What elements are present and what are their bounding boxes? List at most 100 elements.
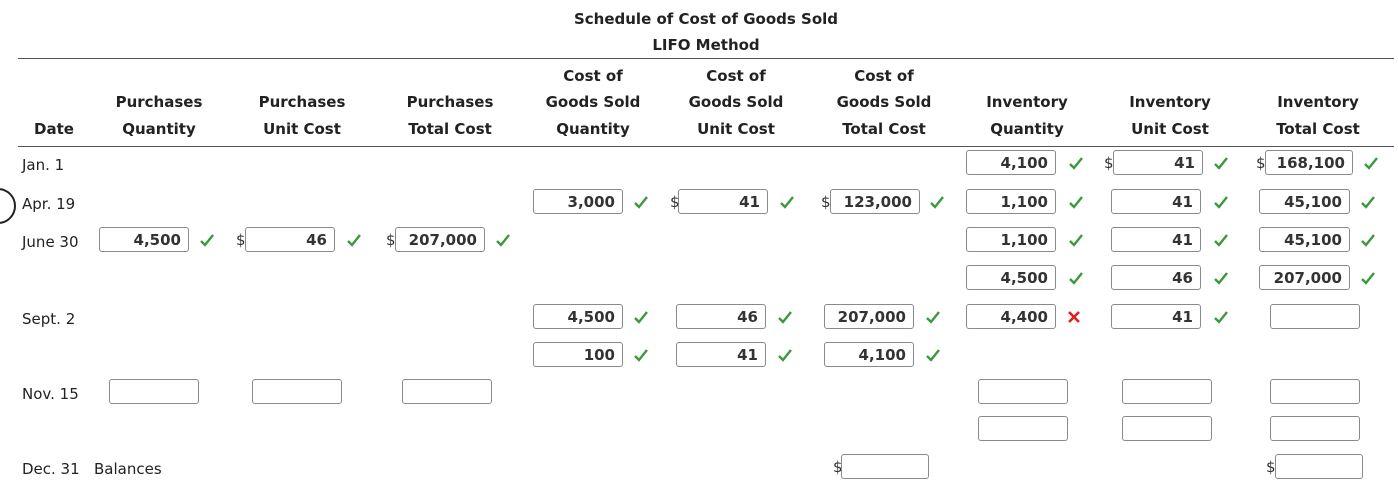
row-date-jan1: Jan. 1 [22,156,65,174]
header-inventory-quantity-l2: Quantity [990,120,1064,138]
check-icon [926,311,940,324]
schedule-title: Schedule of Cost of Goods Sold [573,10,839,28]
check-icon [200,234,214,247]
nov15-inventory-quantity-input-1[interactable] [978,379,1068,404]
check-icon [1214,311,1228,324]
jan1-inventory-total-cost-input[interactable] [1265,150,1353,175]
sep2-cogs-total-cost-input-2[interactable] [824,342,914,367]
check-icon [496,234,510,247]
jun30-inventory-quantity-input-2[interactable] [966,265,1056,290]
jun30-inventory-unit-cost-input-2[interactable] [1111,265,1201,290]
jun30-inventory-total-cost-input-1[interactable] [1259,227,1350,252]
header-purchases-total-cost-l2: Total Cost [408,120,492,138]
apr19-cogs-total-cost-input[interactable] [830,189,920,214]
header-date: Date [34,120,74,138]
header-cogs-unit-cost-l1: Cost of [706,67,766,85]
sep2-cogs-unit-cost-input-1[interactable] [676,304,766,329]
header-top-rule [18,58,1394,59]
check-icon [1214,234,1228,247]
check-icon [1361,234,1375,247]
header-cogs-unit-cost-l2: Goods Sold [688,93,784,111]
check-icon [1214,272,1228,285]
dec31-inventory-total-cost-input[interactable] [1275,454,1363,479]
row-date-apr19: Apr. 19 [22,195,76,213]
header-inventory-unit-cost-l1: Inventory [1129,93,1211,111]
nov15-purchases-unit-cost-input[interactable] [252,379,342,404]
row-label-balances: Balances [94,460,162,478]
apr19-cogs-unit-cost-input[interactable] [678,189,768,214]
sep2-inventory-total-cost-input[interactable] [1270,304,1360,329]
jan1-inventory-unit-cost-currency: $ [1104,154,1114,172]
sep2-cogs-unit-cost-input-2[interactable] [676,342,766,367]
sep2-inventory-unit-cost-input[interactable] [1111,304,1201,329]
jun30-inventory-unit-cost-input-1[interactable] [1111,227,1201,252]
header-purchases-quantity-l1: Purchases [115,93,203,111]
jun30-purchases-total-cost-currency: $ [386,231,396,249]
check-icon [1214,196,1228,209]
dec31-cogs-total-cost-input[interactable] [841,454,929,479]
header-inventory-unit-cost-l2: Unit Cost [1131,120,1209,138]
apr19-inventory-quantity-input[interactable] [966,189,1056,214]
apr19-cogs-total-cost-currency: $ [821,193,831,211]
check-icon [1364,157,1378,170]
nov15-purchases-total-cost-input[interactable] [402,379,492,404]
check-icon [1361,196,1375,209]
sep2-inventory-quantity-input[interactable] [966,304,1056,329]
dec31-inventory-total-cost-currency: $ [1266,458,1276,476]
check-icon [634,196,648,209]
check-icon [634,349,648,362]
nov15-inventory-unit-cost-input-1[interactable] [1122,379,1212,404]
nov15-purchases-quantity-input[interactable] [109,379,199,404]
header-cogs-total-cost-l1: Cost of [854,67,914,85]
check-icon [780,196,794,209]
jan1-inventory-quantity-input[interactable] [966,150,1056,175]
check-icon [1214,157,1228,170]
apr19-cogs-quantity-input[interactable] [533,189,623,214]
header-cogs-total-cost-l3: Total Cost [842,120,926,138]
header-purchases-unit-cost-l1: Purchases [258,93,346,111]
check-icon [1361,272,1375,285]
sep2-cogs-total-cost-input-1[interactable] [824,304,914,329]
check-icon [1069,157,1083,170]
header-purchases-quantity-l2: Quantity [122,120,196,138]
jun30-purchases-unit-cost-input[interactable] [245,227,335,252]
jan1-inventory-unit-cost-input[interactable] [1113,150,1203,175]
check-icon [1069,234,1083,247]
row-date-dec31: Dec. 31 [22,460,80,478]
header-cogs-quantity-l2: Goods Sold [545,93,641,111]
jun30-inventory-quantity-input-1[interactable] [966,227,1056,252]
jun30-purchases-total-cost-input[interactable] [395,227,485,252]
header-inventory-quantity-l1: Inventory [986,93,1068,111]
sep2-cogs-quantity-input-1[interactable] [533,304,623,329]
jun30-purchases-unit-cost-currency: $ [236,231,246,249]
header-cogs-unit-cost-l3: Unit Cost [697,120,775,138]
sep2-cogs-quantity-input-2[interactable] [533,342,623,367]
page-edge-circle [0,188,16,224]
row-date-sep2: Sept. 2 [22,310,76,328]
nov15-inventory-total-cost-input-2[interactable] [1270,416,1360,441]
header-cogs-quantity-l3: Quantity [556,120,630,138]
row-date-jun30: June 30 [22,233,79,251]
x-icon [1068,311,1080,323]
row-date-nov15: Nov. 15 [22,385,79,403]
dec31-cogs-total-cost-currency: $ [833,458,843,476]
nov15-inventory-unit-cost-input-2[interactable] [1122,416,1212,441]
header-cogs-quantity-l1: Cost of [563,67,623,85]
schedule-subtitle: LIFO Method [652,36,760,54]
check-icon [778,311,792,324]
check-icon [347,234,361,247]
check-icon [930,196,944,209]
apr19-inventory-total-cost-input[interactable] [1259,189,1350,214]
header-purchases-unit-cost-l2: Unit Cost [263,120,341,138]
header-inventory-total-cost-l1: Inventory [1277,93,1359,111]
jan1-inventory-total-cost-currency: $ [1256,154,1266,172]
nov15-inventory-quantity-input-2[interactable] [978,416,1068,441]
check-icon [778,349,792,362]
nov15-inventory-total-cost-input-1[interactable] [1270,379,1360,404]
header-bottom-rule [18,146,1394,147]
check-icon [1069,196,1083,209]
apr19-inventory-unit-cost-input[interactable] [1111,189,1201,214]
jun30-purchases-quantity-input[interactable] [99,227,189,252]
jun30-inventory-total-cost-input-2[interactable] [1259,265,1350,290]
apr19-cogs-unit-cost-currency: $ [670,193,680,211]
